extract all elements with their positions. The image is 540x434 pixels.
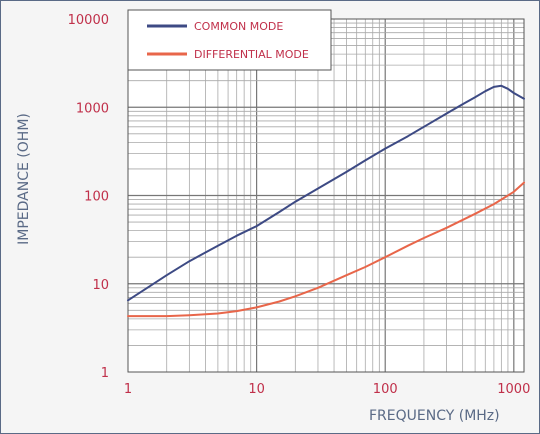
legend-box [127,9,332,71]
y-tick-label: 100 [84,190,109,205]
series-line-differential-mode [127,181,525,318]
y-tick-label: 10000 [68,13,109,28]
series-layer [127,84,525,318]
y-axis-label: IMPEDANCE (OHM) [16,113,32,245]
x-tick-label: 1 [124,382,132,397]
legend-label-common-mode: COMMON MODE [194,20,283,33]
y-tick-label: 1 [101,366,109,381]
tick-labels: 1 10 100 1000 1 10 100 1000 10000 [68,13,531,397]
x-tick-label: 1000 [497,382,530,397]
y-tick-label: 1000 [76,101,109,116]
legend: COMMON MODE DIFFERENTIAL MODE [127,9,332,71]
y-tick-label: 10 [92,278,109,293]
x-tick-label: 100 [373,382,398,397]
legend-label-differential-mode: DIFFERENTIAL MODE [194,48,309,61]
x-axis-label: FREQUENCY (MHz) [369,408,500,424]
series-line-common-mode [127,84,525,302]
x-tick-label: 10 [248,382,265,397]
